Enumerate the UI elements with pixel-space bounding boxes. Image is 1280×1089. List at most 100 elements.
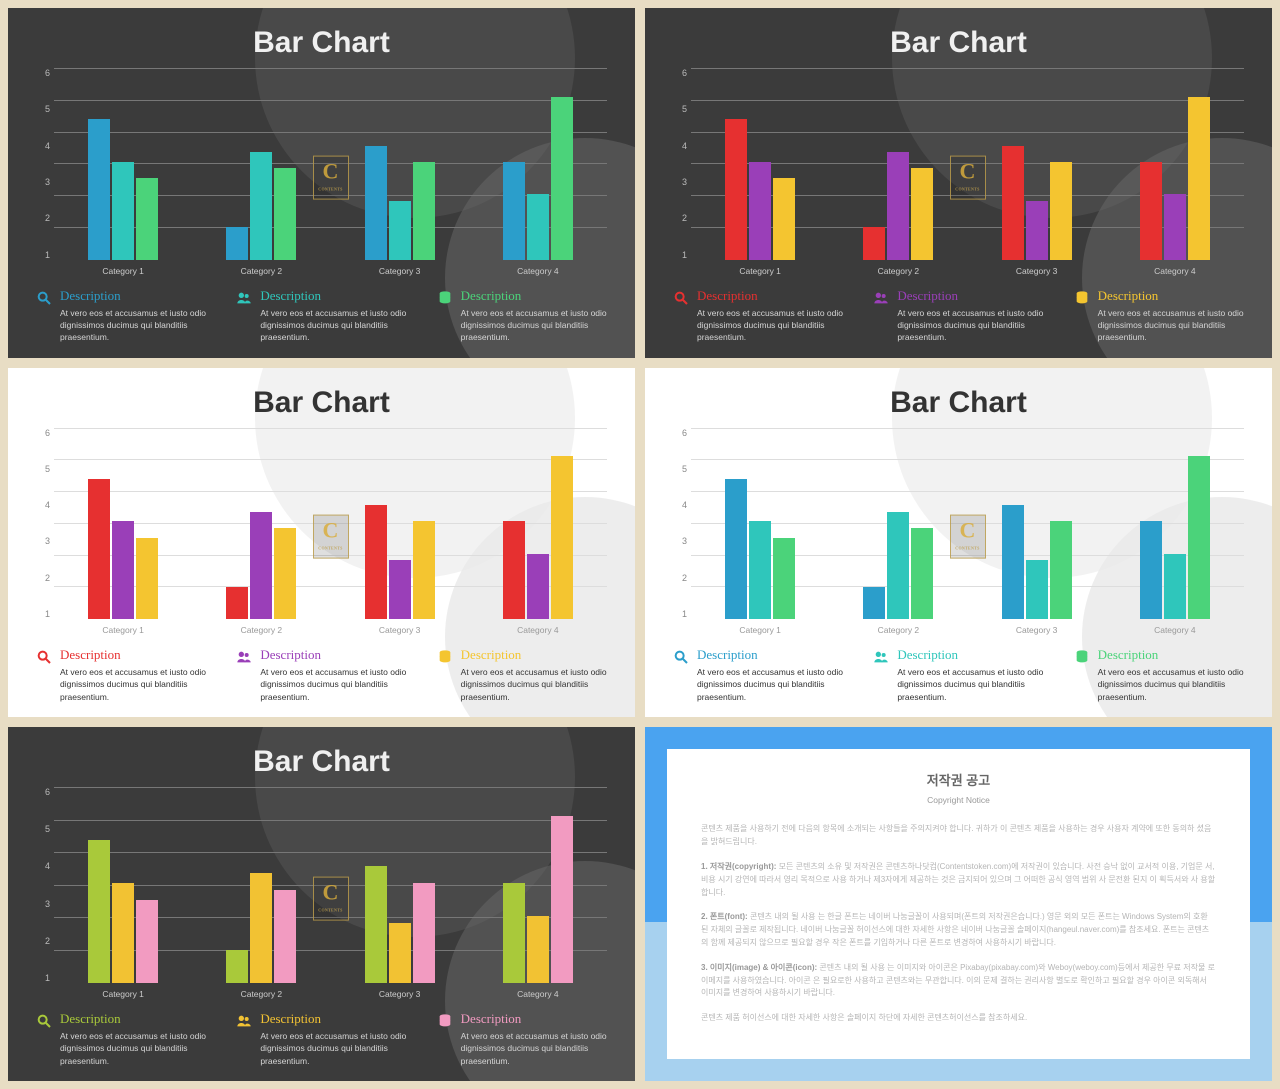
bar	[226, 227, 248, 260]
search-icon	[36, 290, 52, 306]
search-icon	[36, 1013, 52, 1029]
y-tick: 4	[36, 861, 50, 871]
description-title: Description	[60, 288, 206, 304]
bar	[88, 479, 110, 619]
category-label: Category 1	[739, 625, 781, 635]
description-body: At vero eos et accusamus et iusto odio d…	[1098, 307, 1244, 344]
y-axis: 123456	[36, 783, 54, 1001]
description-text: Description At vero eos et accusamus et …	[461, 1011, 607, 1067]
description-block: Description At vero eos et accusamus et …	[873, 647, 1043, 703]
description-block: Description At vero eos et accusamus et …	[437, 647, 607, 703]
plot-area: CCategory 1Category 2Category 3Category …	[691, 64, 1244, 278]
chart-title: Bar Chart	[36, 26, 607, 60]
copyright-card: 저작권 공고 Copyright Notice 콘텐츠 제품을 사용하기 전에 …	[667, 749, 1250, 1059]
watermark: C	[313, 515, 349, 559]
bar-group: Category 3	[1002, 424, 1072, 620]
category-label: Category 4	[517, 625, 559, 635]
description-title: Description	[60, 647, 206, 663]
bar	[527, 916, 549, 983]
bar	[365, 866, 387, 983]
description-title: Description	[1098, 647, 1244, 663]
copyright-title-ko: 저작권 공고	[701, 771, 1216, 792]
bar	[1026, 560, 1048, 619]
chart-slide: Bar Chart123456CCategory 1Category 2Cate…	[645, 8, 1272, 358]
bar	[389, 201, 411, 260]
description-title: Description	[697, 647, 843, 663]
plot-area: CCategory 1Category 2Category 3Category …	[54, 424, 607, 638]
y-tick: 2	[36, 936, 50, 946]
search-icon	[673, 649, 689, 665]
y-tick: 1	[36, 973, 50, 983]
description-text: Description At vero eos et accusamus et …	[60, 1011, 206, 1067]
y-axis: 123456	[36, 64, 54, 278]
description-block: Description At vero eos et accusamus et …	[36, 647, 206, 703]
description-block: Description At vero eos et accusamus et …	[873, 288, 1043, 344]
y-tick: 6	[36, 68, 50, 78]
chart-title: Bar Chart	[36, 386, 607, 420]
description-title: Description	[260, 288, 406, 304]
description-text: Description At vero eos et accusamus et …	[260, 288, 406, 344]
chart-title: Bar Chart	[673, 386, 1244, 420]
chart-slide: Bar Chart123456CCategory 1Category 2Cate…	[8, 368, 635, 718]
bar	[749, 162, 771, 260]
bar-group: Category 4	[1140, 424, 1210, 620]
category-label: Category 3	[379, 989, 421, 999]
descriptions-row: Description At vero eos et accusamus et …	[36, 1011, 607, 1067]
bar	[88, 840, 110, 983]
bar-group: Category 1	[725, 64, 795, 260]
bar-group: Category 2	[863, 64, 933, 260]
bar-group: Category 3	[365, 64, 435, 260]
plot-area: CCategory 1Category 2Category 3Category …	[54, 64, 607, 278]
description-block: Description At vero eos et accusamus et …	[36, 1011, 206, 1067]
description-block: Description At vero eos et accusamus et …	[673, 647, 843, 703]
description-text: Description At vero eos et accusamus et …	[897, 288, 1043, 344]
bar	[136, 178, 158, 259]
chart-title: Bar Chart	[36, 745, 607, 779]
description-text: Description At vero eos et accusamus et …	[697, 288, 843, 344]
description-title: Description	[260, 647, 406, 663]
bar	[365, 505, 387, 619]
bar-group: Category 3	[365, 783, 435, 983]
category-label: Category 1	[102, 266, 144, 276]
bar	[413, 883, 435, 983]
bar	[527, 194, 549, 259]
y-tick: 3	[36, 536, 50, 546]
bar	[725, 479, 747, 619]
description-title: Description	[461, 288, 607, 304]
description-body: At vero eos et accusamus et iusto odio d…	[697, 307, 843, 344]
bar	[250, 152, 272, 260]
description-title: Description	[461, 647, 607, 663]
plot-area: CCategory 1Category 2Category 3Category …	[691, 424, 1244, 638]
description-title: Description	[697, 288, 843, 304]
bar	[136, 900, 158, 983]
y-tick: 3	[36, 899, 50, 909]
category-label: Category 2	[241, 989, 283, 999]
y-tick: 4	[36, 500, 50, 510]
description-text: Description At vero eos et accusamus et …	[697, 647, 843, 703]
copyright-paragraph: 3. 이미지(image) & 아이콘(icon): 콘텐츠 내의 될 사용 는…	[701, 962, 1216, 1000]
y-tick: 5	[36, 464, 50, 474]
category-label: Category 1	[102, 989, 144, 999]
description-text: Description At vero eos et accusamus et …	[461, 288, 607, 344]
descriptions-row: Description At vero eos et accusamus et …	[36, 647, 607, 703]
category-label: Category 1	[102, 625, 144, 635]
chart-area: 123456CCategory 1Category 2Category 3Cat…	[36, 783, 607, 1001]
bar-group: Category 1	[725, 424, 795, 620]
bar	[503, 162, 525, 260]
chart-area: 123456CCategory 1Category 2Category 3Cat…	[36, 64, 607, 278]
description-body: At vero eos et accusamus et iusto odio d…	[461, 307, 607, 344]
y-tick: 4	[36, 141, 50, 151]
chart-slide: Bar Chart123456CCategory 1Category 2Cate…	[645, 368, 1272, 718]
bar-group: Category 1	[88, 783, 158, 983]
y-tick: 3	[673, 177, 687, 187]
bar	[250, 873, 272, 983]
search-icon	[673, 290, 689, 306]
copyright-paragraph: 콘텐츠 제품을 사용하기 전에 다음의 항목에 소개되는 사항들을 주의지켜야 …	[701, 823, 1216, 849]
description-text: Description At vero eos et accusamus et …	[1098, 288, 1244, 344]
chart-slide: Bar Chart123456CCategory 1Category 2Cate…	[8, 727, 635, 1081]
bar	[503, 521, 525, 619]
bar	[389, 923, 411, 983]
bar	[551, 97, 573, 260]
bar	[1140, 521, 1162, 619]
watermark: C	[313, 877, 349, 921]
